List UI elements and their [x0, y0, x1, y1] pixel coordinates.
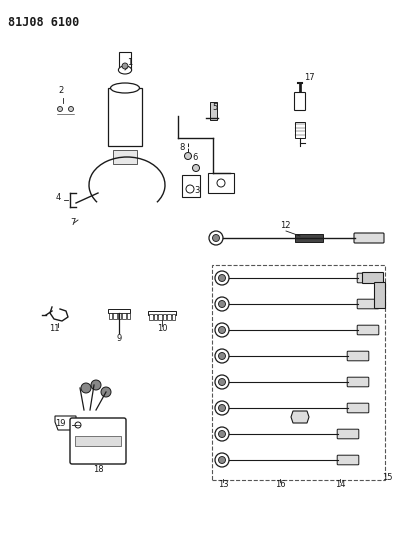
- Text: 16: 16: [275, 480, 285, 489]
- FancyBboxPatch shape: [374, 282, 385, 309]
- FancyBboxPatch shape: [347, 377, 369, 387]
- Circle shape: [217, 179, 225, 187]
- Circle shape: [218, 431, 225, 438]
- Circle shape: [215, 323, 229, 337]
- Circle shape: [193, 165, 200, 172]
- Text: 13: 13: [218, 480, 228, 489]
- Text: 14: 14: [335, 480, 345, 489]
- Circle shape: [81, 383, 91, 393]
- FancyBboxPatch shape: [354, 233, 384, 243]
- Polygon shape: [291, 411, 309, 423]
- Circle shape: [215, 297, 229, 311]
- Bar: [75, 436, 121, 446]
- Circle shape: [218, 274, 225, 281]
- Circle shape: [209, 231, 223, 245]
- FancyBboxPatch shape: [347, 403, 369, 413]
- Text: 3: 3: [194, 186, 199, 195]
- Circle shape: [69, 107, 73, 111]
- Circle shape: [212, 235, 220, 241]
- Bar: [108, 88, 142, 146]
- Text: 9: 9: [116, 334, 121, 343]
- Circle shape: [218, 456, 225, 464]
- Bar: [167, 314, 170, 320]
- Bar: [162, 314, 166, 320]
- FancyBboxPatch shape: [295, 93, 306, 110]
- Circle shape: [215, 375, 229, 389]
- Circle shape: [75, 422, 81, 428]
- Bar: [158, 314, 162, 320]
- Ellipse shape: [110, 83, 139, 93]
- Circle shape: [185, 152, 191, 159]
- Bar: [172, 314, 175, 320]
- Text: 10: 10: [157, 324, 167, 333]
- Bar: [295, 122, 305, 138]
- Circle shape: [218, 378, 225, 385]
- Text: 6: 6: [192, 153, 197, 162]
- Bar: [210, 102, 217, 120]
- Circle shape: [215, 453, 229, 467]
- Bar: [295, 234, 323, 242]
- Text: 17: 17: [304, 73, 315, 82]
- Bar: [182, 175, 200, 197]
- Bar: [148, 311, 176, 315]
- Circle shape: [58, 107, 62, 111]
- Bar: [113, 313, 116, 319]
- Bar: [127, 313, 130, 319]
- Text: 1: 1: [127, 58, 132, 67]
- Text: 19: 19: [56, 419, 66, 428]
- Bar: [212, 265, 385, 480]
- Bar: [208, 173, 234, 193]
- FancyBboxPatch shape: [337, 429, 359, 439]
- Text: 8: 8: [179, 143, 184, 152]
- Bar: [118, 313, 121, 319]
- FancyBboxPatch shape: [70, 418, 126, 464]
- Bar: [149, 314, 152, 320]
- Ellipse shape: [118, 66, 131, 74]
- Polygon shape: [55, 416, 76, 430]
- Bar: [299, 83, 301, 93]
- FancyBboxPatch shape: [357, 299, 379, 309]
- Circle shape: [218, 352, 225, 359]
- Circle shape: [215, 271, 229, 285]
- Bar: [108, 309, 130, 313]
- Circle shape: [218, 327, 225, 334]
- Circle shape: [215, 427, 229, 441]
- Text: 81J08 6100: 81J08 6100: [8, 16, 79, 29]
- Circle shape: [101, 387, 111, 397]
- Circle shape: [215, 349, 229, 363]
- Text: 12: 12: [280, 221, 291, 230]
- Circle shape: [122, 63, 128, 69]
- Circle shape: [218, 301, 225, 308]
- Bar: [119, 52, 131, 70]
- Circle shape: [186, 185, 194, 193]
- Circle shape: [218, 405, 225, 411]
- FancyBboxPatch shape: [357, 273, 379, 283]
- Bar: [113, 150, 137, 164]
- Text: 5: 5: [212, 103, 217, 112]
- FancyBboxPatch shape: [337, 455, 359, 465]
- FancyBboxPatch shape: [347, 351, 369, 361]
- Text: 7: 7: [70, 218, 75, 227]
- Text: 11: 11: [49, 324, 59, 333]
- Text: 2: 2: [58, 86, 63, 95]
- Bar: [154, 314, 157, 320]
- Circle shape: [91, 380, 101, 390]
- Text: 4: 4: [56, 193, 61, 202]
- Bar: [122, 313, 125, 319]
- Text: 15: 15: [382, 473, 393, 482]
- Text: 18: 18: [93, 465, 103, 474]
- FancyBboxPatch shape: [357, 325, 379, 335]
- FancyBboxPatch shape: [362, 272, 384, 284]
- Bar: [108, 313, 112, 319]
- Circle shape: [215, 401, 229, 415]
